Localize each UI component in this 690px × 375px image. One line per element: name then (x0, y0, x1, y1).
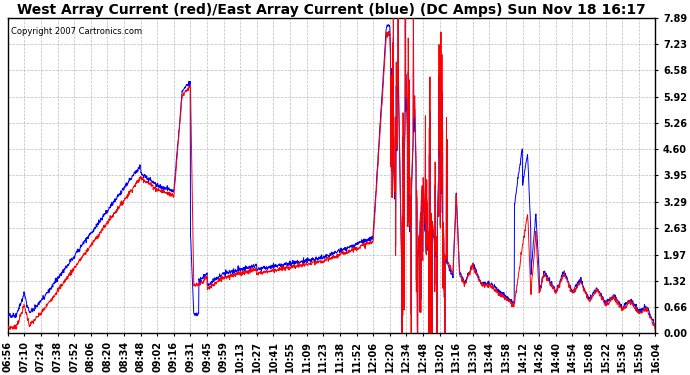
Text: Copyright 2007 Cartronics.com: Copyright 2007 Cartronics.com (11, 27, 142, 36)
Title: West Array Current (red)/East Array Current (blue) (DC Amps) Sun Nov 18 16:17: West Array Current (red)/East Array Curr… (17, 3, 646, 17)
